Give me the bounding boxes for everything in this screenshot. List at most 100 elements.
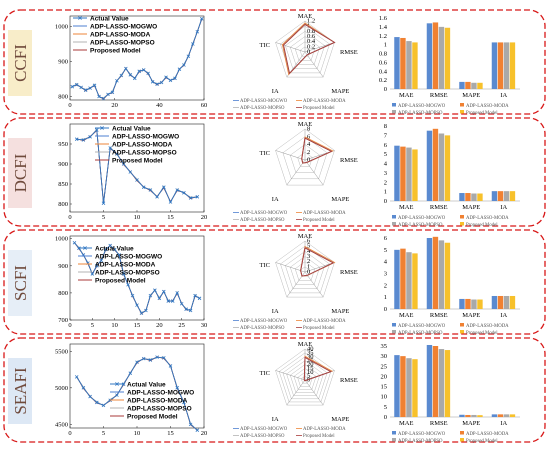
- bar-legend-swatch: [392, 110, 396, 114]
- radar-grid-ring: [285, 31, 325, 69]
- radar-tick-label: 1: [307, 263, 310, 270]
- radar-legend-label: ADP-LASSO-MOGWO: [240, 211, 288, 216]
- actual-point: [148, 188, 153, 192]
- bar-mopso: [471, 299, 477, 309]
- bar-y-tick-label: 6: [384, 235, 388, 242]
- actual-point: [159, 80, 164, 85]
- bar-proposed: [477, 193, 483, 201]
- radar-tick-label: 15: [307, 365, 314, 372]
- legend-label-mogwo: ADP-LASSO-MOGWO: [90, 24, 157, 31]
- radar-series-proposed: [301, 137, 333, 164]
- radar-tick-label: 3: [307, 253, 310, 260]
- plot-area: [69, 343, 205, 429]
- bar-legend-label: ADP-LASSO-MODA: [466, 324, 509, 329]
- radar-axis-label: MAPE: [331, 416, 349, 423]
- bar-legend-swatch: [460, 438, 464, 442]
- radar-tick-label: 4: [307, 141, 311, 148]
- actual-point: [155, 82, 159, 87]
- bar-legend-swatch: [392, 438, 396, 442]
- radar-tick-label: 5: [307, 373, 310, 380]
- bar-y-tick-label: 0.4: [379, 68, 388, 75]
- bar-category-label: MAE: [399, 312, 413, 319]
- y-tick-label: 700: [58, 317, 68, 324]
- x-tick-label: 15: [167, 214, 174, 221]
- bar-proposed: [444, 27, 451, 89]
- actual-point: [177, 67, 182, 71]
- x-tick-label: 5: [102, 214, 105, 221]
- bar-proposed: [412, 149, 418, 201]
- radar-grid-ring: [293, 368, 317, 390]
- x-tick-label: 5: [91, 322, 94, 329]
- actual-point: [135, 303, 139, 307]
- radar-axis-label: IA: [272, 416, 279, 423]
- radar-grid-ring: [299, 46, 311, 57]
- radar-grid-ring: [285, 251, 325, 289]
- bar-y-tick-label: 5: [384, 404, 387, 411]
- actual-point: [162, 289, 166, 294]
- bar-proposed: [412, 42, 418, 89]
- bar-y-tick-label: 20: [381, 373, 388, 380]
- y-tick-label: 900: [58, 161, 68, 168]
- y-tick-label: 900: [58, 59, 68, 66]
- bar-mopso: [406, 358, 412, 417]
- legend-label-mogwo: ADP-LASSO-MOGWO: [127, 390, 194, 397]
- radar-tick-label: 35: [307, 349, 314, 356]
- panel-frame: [3, 9, 546, 115]
- bar-legend-label: Proposed Model: [466, 439, 498, 444]
- bar-proposed: [509, 295, 516, 309]
- actual-point: [128, 170, 133, 174]
- actual-point: [144, 308, 148, 313]
- panel-frame: [3, 229, 546, 335]
- bar-y-tick-label: 25: [381, 363, 388, 370]
- radar-legend-label: Proposed Model: [303, 106, 335, 111]
- bar-moda: [465, 414, 471, 417]
- bar-category-label: MAPE: [462, 312, 480, 319]
- radar-axis-label: TIC: [260, 370, 270, 377]
- bar-category-label: RMSE: [430, 312, 448, 319]
- radar-tick-label: 10: [307, 369, 314, 376]
- bar-y-tick-label: 7: [384, 132, 388, 139]
- actual-point: [74, 82, 79, 87]
- legend-marker: [78, 16, 82, 20]
- bar-proposed: [444, 135, 451, 201]
- legend-label-proposed: Proposed Model: [127, 414, 178, 421]
- bar-moda: [497, 191, 504, 201]
- bar-moda: [400, 356, 406, 417]
- x-tick-label: 20: [111, 102, 118, 109]
- actual-point: [155, 195, 159, 199]
- x-tick-label: 5: [102, 430, 105, 437]
- actual-point: [95, 128, 99, 132]
- bar-y-tick-label: 35: [381, 343, 388, 350]
- legend-label-moda: ADP-LASSO-MODA: [127, 398, 188, 405]
- actual-point: [115, 393, 119, 397]
- radar-tick-label: 0: [307, 269, 310, 276]
- bar-mogwo: [426, 238, 433, 309]
- bar-proposed: [477, 82, 483, 89]
- radar-tick-label: 0.4: [307, 38, 316, 45]
- x-tick-label: 25: [178, 322, 185, 329]
- x-tick-label: 20: [201, 430, 208, 437]
- radar-tick-label: 0: [307, 157, 310, 164]
- bar-chart: 0 1 2 3 4 5 6 MAE RMSE MAPE IA ADP-LASSO-MOGWO ADP-L…: [384, 235, 520, 336]
- bar-moda: [465, 298, 471, 309]
- bar-mopso: [471, 82, 477, 89]
- bar-moda: [400, 248, 406, 309]
- radar-grid-ring: [275, 128, 335, 186]
- radar-legend-label: Proposed Model: [303, 434, 335, 439]
- actual-point: [132, 76, 137, 81]
- actual-point: [162, 356, 166, 360]
- bar-mopso: [438, 240, 445, 309]
- actual-point: [101, 403, 106, 408]
- y-tick-label: 900: [58, 263, 68, 270]
- bar-y-tick-label: 5: [384, 247, 387, 254]
- radar-tick-label: 2: [307, 149, 310, 156]
- radar-spoke: [275, 370, 306, 381]
- panel-frame: [3, 337, 546, 443]
- x-tick-label: 20: [156, 322, 163, 329]
- legend-label-proposed: Proposed Model: [112, 158, 163, 165]
- bar-chart: 0 5 10 15 20 25 30 35 MAE RMSE MAPE IA ADP-LASSO-MOG…: [381, 343, 520, 444]
- y-tick-label: 850: [58, 181, 68, 188]
